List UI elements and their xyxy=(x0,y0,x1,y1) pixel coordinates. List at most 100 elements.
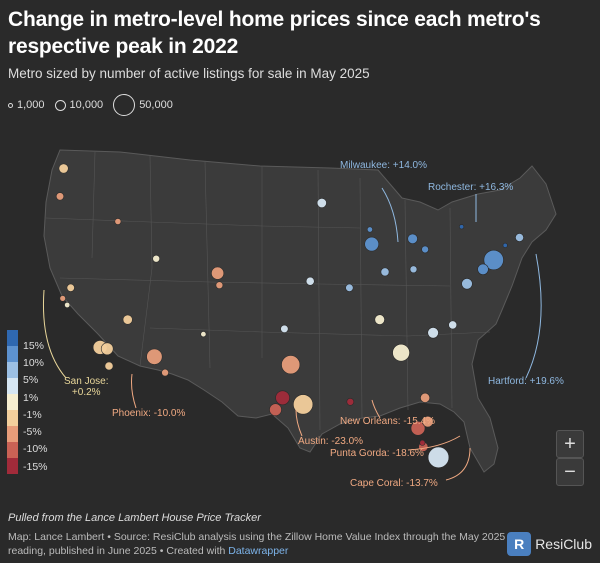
metro-bubble-seattle[interactable] xyxy=(58,163,69,174)
metro-bubble-las-vegas[interactable] xyxy=(122,314,133,325)
annotation-hartford: Hartford: +19.6% xyxy=(488,376,564,387)
metro-bubble-new-york[interactable] xyxy=(483,249,504,271)
annotation-san-jose: San Jose: +0.2% xyxy=(64,376,108,398)
color-legend-label-neg10: -10% xyxy=(23,443,48,455)
size-legend-large-label: 50,000 xyxy=(139,99,173,111)
metro-bubble-jacksonville[interactable] xyxy=(420,392,431,403)
size-legend-medium-label: 10,000 xyxy=(69,99,104,111)
metro-bubble-philadelphia[interactable] xyxy=(477,263,489,276)
san-jose-leader-line xyxy=(43,289,67,379)
metro-bubble-washington[interactable] xyxy=(461,278,473,290)
metro-bubble-houston[interactable] xyxy=(293,394,314,415)
metro-bubble-boston[interactable] xyxy=(515,233,524,242)
metro-bubble-oklahoma-city[interactable] xyxy=(280,324,289,333)
footer-source-text: Map: Lance Lambert • Source: ResiClub an… xyxy=(8,531,506,557)
metro-bubble-chicago[interactable] xyxy=(364,236,380,252)
color-swatch-10 xyxy=(7,346,18,362)
color-legend-label-15: 15% xyxy=(23,340,45,352)
chart-title: Change in metro-level home prices since … xyxy=(8,8,541,58)
annotation-phoenix: Phoenix: -10.0% xyxy=(112,408,186,419)
color-swatch-15 xyxy=(7,330,18,346)
datawrapper-link[interactable]: Datawrapper xyxy=(228,545,289,557)
size-legend-item-medium: 10,000 xyxy=(54,99,104,111)
metro-bubble-new-orleans[interactable] xyxy=(346,397,355,406)
color-swatch-neg1 xyxy=(7,394,18,410)
metro-bubble-sacramento[interactable] xyxy=(66,283,75,292)
austin-leader-line xyxy=(295,409,303,437)
metro-bubble-tucson[interactable] xyxy=(161,368,169,377)
metro-bubble-san-jose[interactable] xyxy=(64,302,71,309)
color-swatch-neg5 xyxy=(7,410,18,426)
size-legend: 1,000 10,000 50,000 xyxy=(8,92,183,118)
metro-bubble-indianapolis[interactable] xyxy=(380,267,390,277)
size-legend-large-circle-icon xyxy=(113,94,136,116)
metro-bubble-miami[interactable] xyxy=(427,446,450,469)
zoom-in-button[interactable]: + xyxy=(556,430,584,458)
color-swatch-5 xyxy=(7,362,18,378)
metro-bubble-columbus[interactable] xyxy=(409,265,418,274)
size-legend-small-circle-icon xyxy=(8,102,13,108)
metro-bubble-boise[interactable] xyxy=(114,218,122,225)
resiclub-name: ResiClub xyxy=(535,536,592,552)
annotation-leader-lines xyxy=(43,187,542,481)
annotation-rochester: Rochester: +16.3% xyxy=(428,182,514,193)
color-legend-label-10: 10% xyxy=(23,357,45,369)
metro-bubble-salt-lake-city[interactable] xyxy=(152,254,160,263)
color-legend-label-5: 5% xyxy=(23,374,39,386)
metro-bubble-nashville[interactable] xyxy=(374,314,385,325)
metro-bubble-milwaukee[interactable] xyxy=(366,226,373,233)
metro-bubble-rochester[interactable] xyxy=(459,224,465,230)
metro-bubbles xyxy=(55,163,524,469)
metro-bubble-minneapolis[interactable] xyxy=(316,198,327,209)
annotation-san-jose-line2: +0.2% xyxy=(71,387,101,398)
zoom-out-button[interactable]: − xyxy=(556,458,584,486)
metro-bubble-charlotte[interactable] xyxy=(427,327,439,339)
metro-bubble-hartford[interactable] xyxy=(502,242,508,248)
cape-coral-leader-line xyxy=(445,447,471,481)
hartford-leader-line xyxy=(525,253,542,379)
color-swatch-1 xyxy=(7,378,18,394)
annotation-cape-coral: Cape Coral: -13.7% xyxy=(350,478,438,489)
us-land-shape xyxy=(43,149,557,473)
color-legend-label-1: 1% xyxy=(23,392,39,404)
color-swatch-lowest xyxy=(7,458,18,474)
metro-bubble-austin[interactable] xyxy=(275,390,290,406)
metro-bubble-raleigh[interactable] xyxy=(448,320,458,330)
annotation-san-jose-line1: San Jose: xyxy=(64,376,109,387)
metro-bubble-cleveland[interactable] xyxy=(421,245,429,254)
metro-bubble-kansas-city[interactable] xyxy=(305,276,315,286)
milwaukee-leader-line xyxy=(381,187,399,243)
metro-bubble-punta-gorda[interactable] xyxy=(419,439,426,446)
resiclub-mark-icon: R xyxy=(507,532,532,556)
color-legend: 15% 10% 5% 1% -1% -5% -10% -15% xyxy=(7,330,67,490)
metro-bubble-phoenix[interactable] xyxy=(146,348,163,365)
metro-bubble-san-diego[interactable] xyxy=(104,361,114,371)
us-metro-map[interactable] xyxy=(0,118,600,508)
metro-bubble-orlando[interactable] xyxy=(422,415,434,428)
metro-bubble-san-francisco[interactable] xyxy=(59,295,66,302)
metro-bubble-portland[interactable] xyxy=(55,192,65,201)
punta-gorda-leader-line xyxy=(407,435,461,451)
color-swatch-neg10 xyxy=(7,426,18,442)
metro-bubble-dallas[interactable] xyxy=(281,355,301,375)
metro-bubble-riverside[interactable] xyxy=(100,342,114,356)
footer-source: Map: Lance Lambert • Source: ResiClub an… xyxy=(8,530,508,558)
new-orleans-leader-line xyxy=(371,399,381,419)
metro-bubble-atlanta[interactable] xyxy=(392,343,410,362)
color-legend-label-neg15: -15% xyxy=(23,461,48,473)
metro-bubble-tampa[interactable] xyxy=(410,420,426,436)
metro-bubble-san-antonio[interactable] xyxy=(269,403,282,417)
annotation-punta-gorda: Punta Gorda: -18.6% xyxy=(330,448,424,459)
size-legend-item-small: 1,000 xyxy=(8,99,45,111)
metro-bubble-denver[interactable] xyxy=(211,266,225,280)
metro-bubble-st-louis[interactable] xyxy=(345,283,354,292)
metro-bubble-detroit[interactable] xyxy=(407,233,418,245)
metro-bubble-albuquerque[interactable] xyxy=(200,331,207,338)
size-legend-small-label: 1,000 xyxy=(17,99,45,111)
color-legend-label-neg1: -1% xyxy=(23,409,42,421)
resiclub-logo: R ResiClub xyxy=(507,530,592,558)
size-legend-medium-circle-icon xyxy=(54,99,66,111)
state-borders xyxy=(45,151,491,431)
metro-bubble-colorado-springs[interactable] xyxy=(215,281,224,289)
annotation-new-orleans: New Orleans: -15.4% xyxy=(340,416,436,427)
